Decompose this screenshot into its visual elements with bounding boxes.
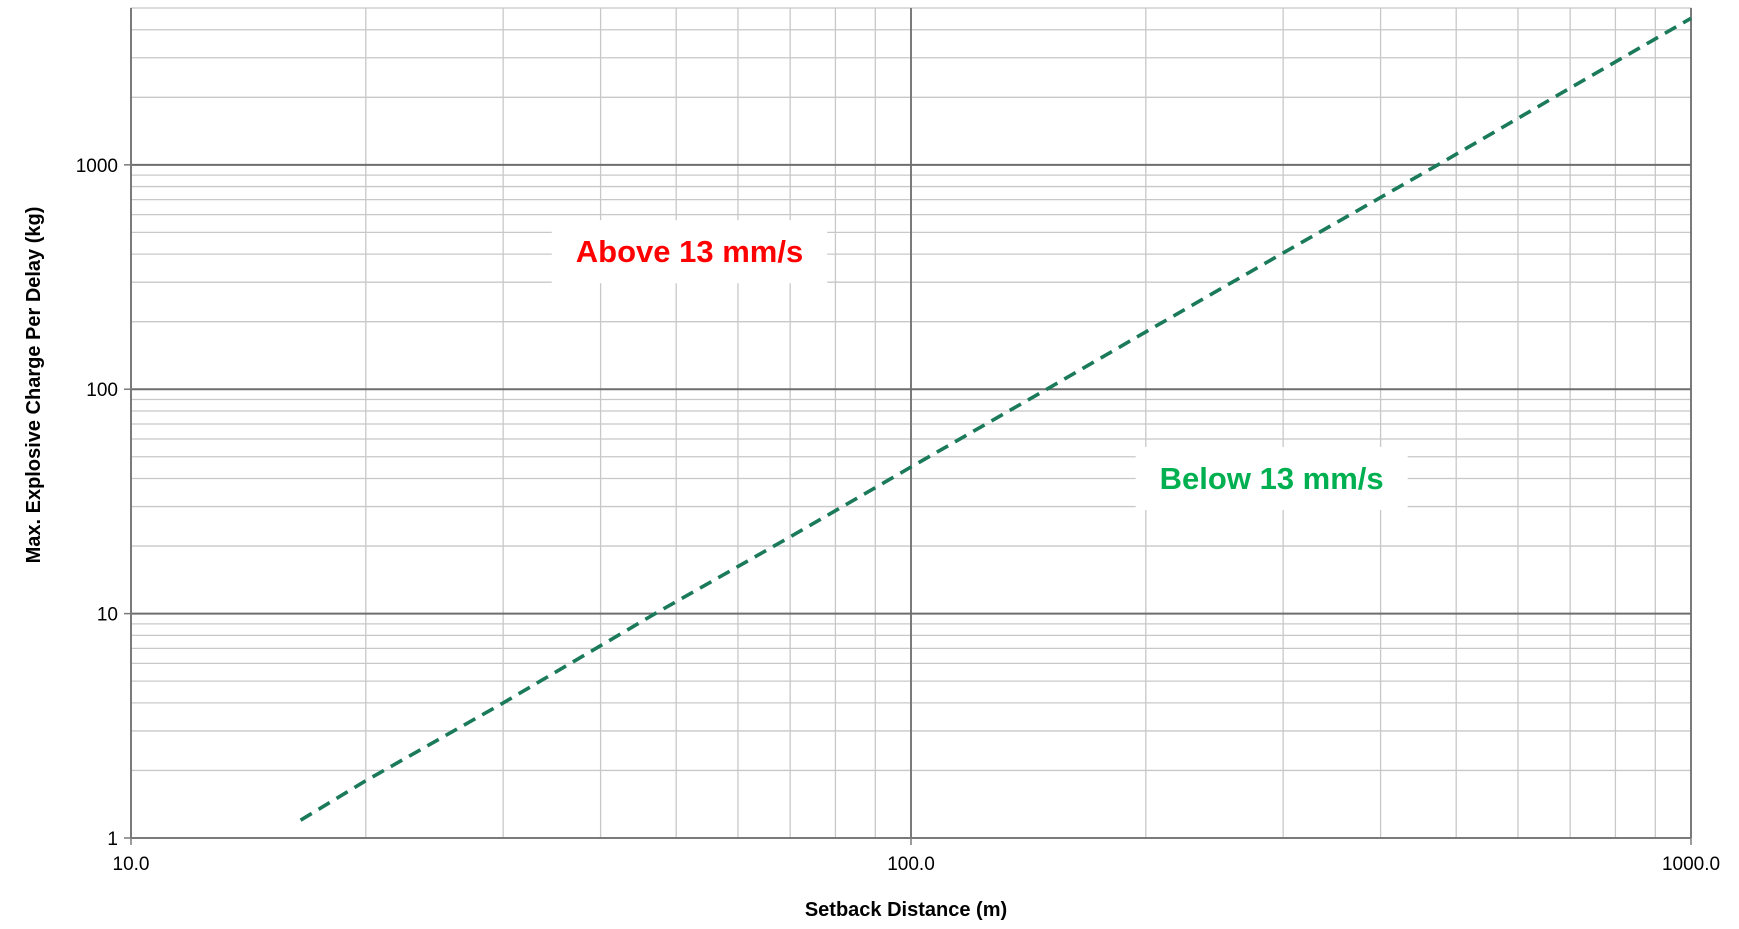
x-axis-title: Setback Distance (m) xyxy=(805,899,1007,921)
tick-layer: 10.0 100.0 1000.0 1 10 100 1000 xyxy=(76,8,1720,875)
series-layer xyxy=(299,16,1692,822)
x-tick-label: 10.0 xyxy=(113,854,150,875)
y-tick-label: 1 xyxy=(107,829,118,850)
annotation-layer: Above 13 mm/s Below 13 mm/s xyxy=(551,220,1408,511)
y-axis-title: Max. Explosive Charge Per Delay (kg) xyxy=(23,207,45,564)
y-tick-label: 1000 xyxy=(76,156,118,177)
annotation-below-label: Below 13 mm/s xyxy=(1160,461,1384,496)
y-tick-label: 100 xyxy=(86,380,118,401)
annotation-above-label: Above 13 mm/s xyxy=(576,234,803,269)
grid-major xyxy=(130,8,1692,839)
x-tick-label: 1000.0 xyxy=(1662,854,1720,875)
y-tick-label: 10 xyxy=(97,605,118,626)
annotation-background xyxy=(1135,447,1408,511)
series-line xyxy=(299,16,1692,822)
x-tick-label: 100.0 xyxy=(887,854,935,875)
annotation-background xyxy=(551,220,828,284)
